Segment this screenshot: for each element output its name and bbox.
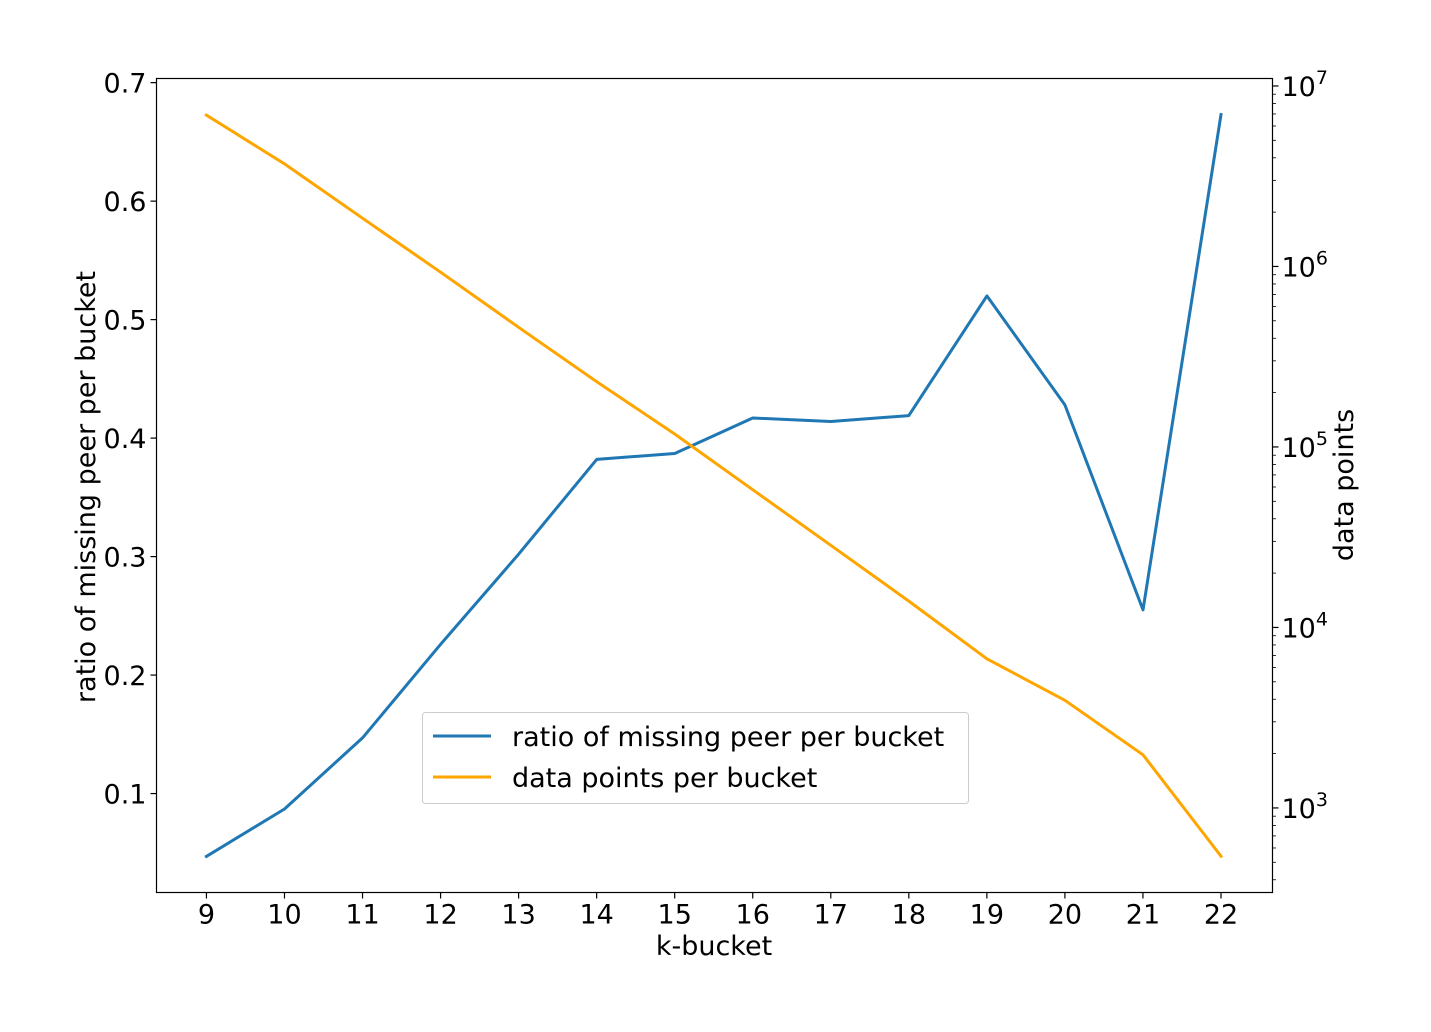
x-tick-label: 11 (345, 900, 379, 931)
x-tick-label: 15 (658, 900, 692, 931)
x-tick-label: 14 (579, 900, 613, 931)
y-left-tick-label: 0.5 (104, 306, 147, 337)
y-right-tick-label: 104 (1282, 608, 1328, 644)
y-right-tick-label: 106 (1282, 247, 1328, 283)
y-right-axis-label: data points (1329, 409, 1360, 561)
series-line-ratio (204, 112, 1223, 859)
x-tick-label: 12 (423, 900, 457, 931)
legend: ratio of missing peer per bucket data po… (422, 712, 969, 804)
legend-label-data-points: data points per bucket (512, 763, 817, 794)
y-left-tick-label: 0.7 (104, 69, 147, 100)
plot-frame (155, 77, 1274, 894)
x-axis-ticks: 9 10 11 12 13 14 15 16 17 18 19 20 21 22 (198, 892, 1238, 931)
x-tick-label: 19 (970, 900, 1004, 931)
x-axis-label: k-bucket (656, 931, 772, 962)
y-left-tick-label: 0.3 (104, 543, 147, 574)
y-left-tick-label: 0.6 (104, 187, 147, 218)
legend-label-ratio: ratio of missing peer per bucket (512, 722, 944, 753)
series-line-data-points (204, 113, 1224, 859)
y-left-tick-label: 0.4 (104, 424, 147, 455)
legend-box (422, 712, 969, 804)
x-tick-label: 20 (1048, 900, 1082, 931)
x-tick-label: 17 (814, 900, 848, 931)
x-tick-label: 22 (1204, 900, 1238, 931)
y-right-axis-ticks: 103 104 105 106 107 (1272, 67, 1328, 881)
y-left-axis-ticks: 0.1 0.2 0.3 0.4 0.5 0.6 0.7 (104, 69, 157, 811)
x-tick-label: 9 (198, 900, 215, 931)
series-lines (204, 112, 1224, 859)
y-left-tick-label: 0.1 (104, 780, 147, 811)
y-right-tick-label: 107 (1282, 67, 1328, 103)
x-tick-label: 10 (267, 900, 301, 931)
x-tick-label: 21 (1126, 900, 1160, 931)
y-right-tick-label: 105 (1282, 428, 1328, 464)
x-tick-label: 16 (736, 900, 770, 931)
y-left-tick-label: 0.2 (104, 661, 147, 692)
y-right-tick-label: 103 (1282, 789, 1328, 825)
x-tick-label: 13 (501, 900, 535, 931)
y-left-axis-label: ratio of missing peer per bucket (71, 271, 102, 703)
x-tick-label: 18 (892, 900, 926, 931)
